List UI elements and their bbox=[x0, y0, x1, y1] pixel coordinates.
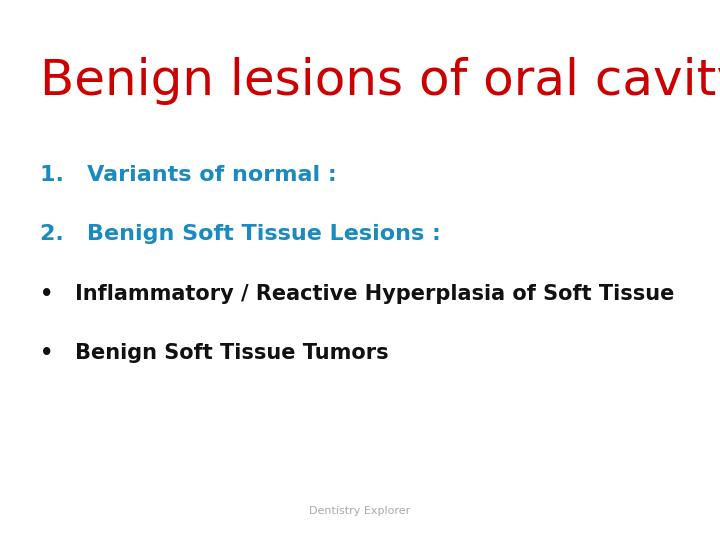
Text: •   Benign Soft Tissue Tumors: • Benign Soft Tissue Tumors bbox=[40, 343, 388, 363]
Text: 1.   Variants of normal :: 1. Variants of normal : bbox=[40, 165, 336, 185]
Text: Benign lesions of oral cavity: Benign lesions of oral cavity bbox=[40, 57, 720, 105]
Text: •   Inflammatory / Reactive Hyperplasia of Soft Tissue: • Inflammatory / Reactive Hyperplasia of… bbox=[40, 284, 674, 303]
Text: Dentistry Explorer: Dentistry Explorer bbox=[310, 505, 410, 516]
Text: 2.   Benign Soft Tissue Lesions :: 2. Benign Soft Tissue Lesions : bbox=[40, 224, 441, 244]
